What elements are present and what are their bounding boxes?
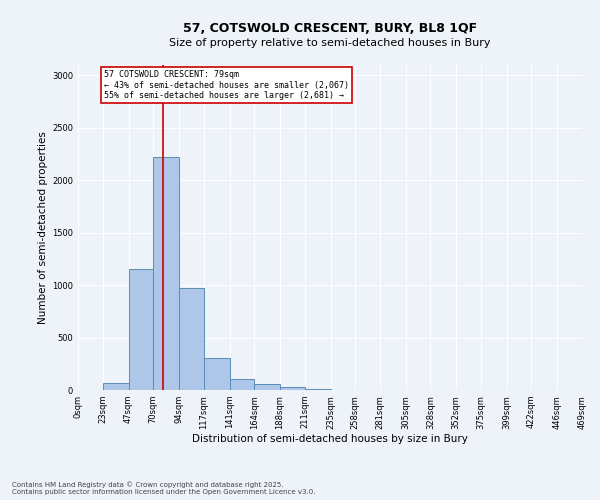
- Y-axis label: Number of semi-detached properties: Number of semi-detached properties: [38, 131, 48, 324]
- X-axis label: Distribution of semi-detached houses by size in Bury: Distribution of semi-detached houses by …: [192, 434, 468, 444]
- Bar: [280, 387, 305, 390]
- Bar: [254, 384, 280, 390]
- Bar: [179, 288, 204, 390]
- Bar: [128, 270, 153, 390]
- Bar: [103, 383, 128, 390]
- Text: Contains HM Land Registry data © Crown copyright and database right 2025.
Contai: Contains HM Land Registry data © Crown c…: [12, 482, 316, 495]
- Bar: [204, 358, 230, 390]
- Text: 57 COTSWOLD CRESCENT: 79sqm
← 43% of semi-detached houses are smaller (2,067)
55: 57 COTSWOLD CRESCENT: 79sqm ← 43% of sem…: [104, 70, 349, 100]
- Bar: [230, 379, 254, 390]
- Text: Size of property relative to semi-detached houses in Bury: Size of property relative to semi-detach…: [169, 38, 491, 48]
- Text: 57, COTSWOLD CRESCENT, BURY, BL8 1QF: 57, COTSWOLD CRESCENT, BURY, BL8 1QF: [183, 22, 477, 36]
- Bar: [153, 158, 179, 390]
